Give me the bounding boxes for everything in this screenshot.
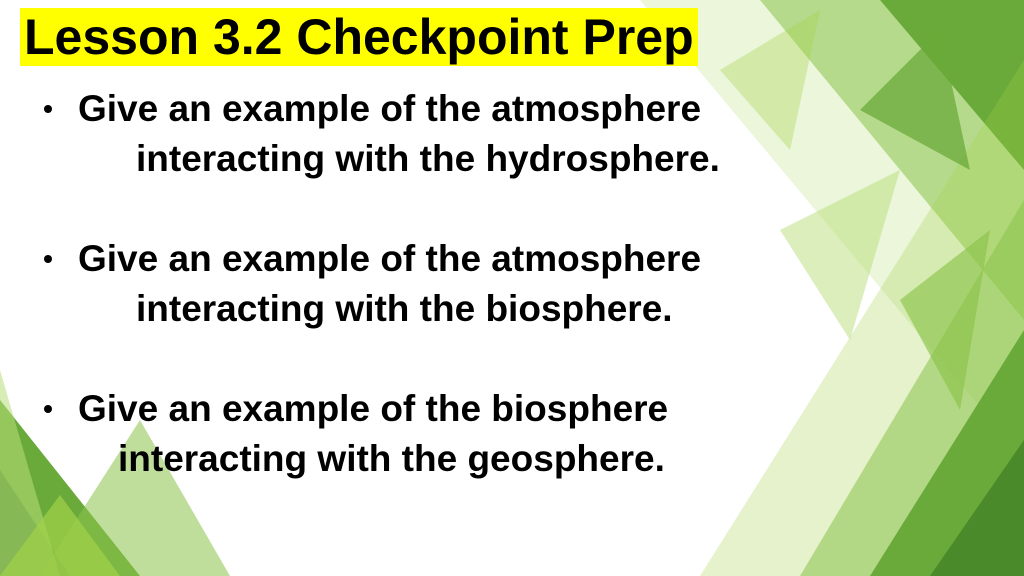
bullet-line1: Give an example of the biosphere <box>78 388 668 429</box>
bullet-line2: interacting with the geosphere. <box>78 434 1004 484</box>
bullet-line1: Give an example of the atmosphere <box>78 88 701 129</box>
title-text: Lesson 3.2 Checkpoint Prep <box>24 9 694 65</box>
bullet-dot-icon <box>44 255 52 263</box>
slide-title: Lesson 3.2 Checkpoint Prep <box>20 8 698 66</box>
slide-content: Lesson 3.2 Checkpoint Prep Give an examp… <box>0 0 1024 484</box>
bullet-dot-icon <box>44 105 52 113</box>
bullet-dot-icon <box>44 405 52 413</box>
bullet-line2: interacting with the hydrosphere. <box>78 134 1004 184</box>
bullet-line1: Give an example of the atmosphere <box>78 238 701 279</box>
bullet-item: Give an example of the atmosphere intera… <box>30 234 1004 334</box>
bullet-item: Give an example of the biosphere interac… <box>30 384 1004 484</box>
bullet-line2: interacting with the biosphere. <box>78 284 1004 334</box>
bullet-item: Give an example of the atmosphere intera… <box>30 84 1004 184</box>
bullet-list: Give an example of the atmosphere intera… <box>20 84 1004 484</box>
